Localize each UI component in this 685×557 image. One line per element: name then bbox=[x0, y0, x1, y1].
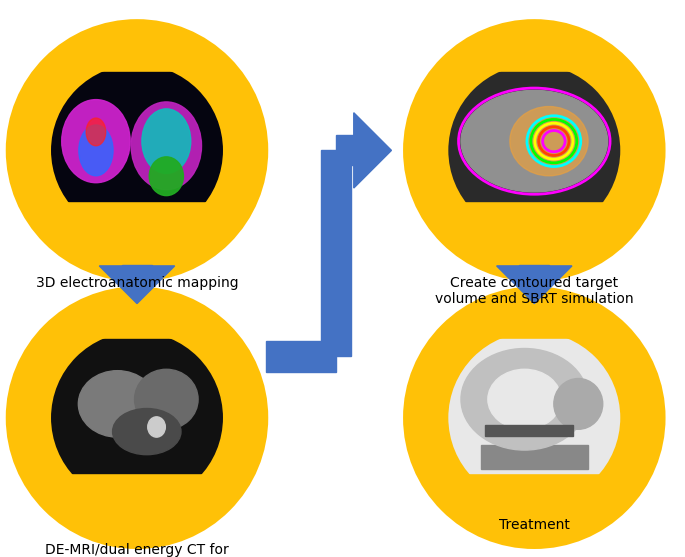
Polygon shape bbox=[497, 266, 572, 304]
Ellipse shape bbox=[79, 125, 113, 176]
Ellipse shape bbox=[148, 417, 165, 437]
Bar bbox=[486, 425, 573, 436]
Circle shape bbox=[28, 309, 246, 526]
Circle shape bbox=[425, 42, 643, 259]
Bar bbox=[39, 339, 235, 473]
Ellipse shape bbox=[78, 370, 157, 437]
Bar bbox=[519, 265, 549, 285]
Bar bbox=[39, 72, 235, 201]
Ellipse shape bbox=[488, 369, 561, 429]
Text: DE-MRI/dual energy CT for
identifying substrates: DE-MRI/dual energy CT for identifying su… bbox=[45, 543, 229, 557]
Text: Treatment: Treatment bbox=[499, 518, 570, 532]
Circle shape bbox=[28, 42, 246, 259]
Polygon shape bbox=[353, 113, 391, 188]
Text: Create contoured target
volume and SBRT simulation: Create contoured target volume and SBRT … bbox=[435, 276, 634, 306]
Ellipse shape bbox=[142, 109, 190, 173]
Ellipse shape bbox=[461, 349, 588, 450]
Polygon shape bbox=[99, 266, 175, 304]
Text: 3D electroanatomic mapping: 3D electroanatomic mapping bbox=[36, 276, 238, 290]
Ellipse shape bbox=[131, 102, 201, 189]
Bar bbox=[481, 446, 588, 468]
Circle shape bbox=[425, 309, 643, 526]
Bar bbox=[436, 72, 632, 201]
Bar bbox=[321, 150, 351, 356]
Ellipse shape bbox=[510, 106, 588, 176]
Ellipse shape bbox=[86, 118, 105, 146]
Ellipse shape bbox=[134, 369, 198, 429]
Ellipse shape bbox=[461, 90, 608, 192]
Ellipse shape bbox=[554, 379, 603, 429]
Bar bbox=[436, 339, 632, 473]
Ellipse shape bbox=[112, 408, 181, 455]
Ellipse shape bbox=[149, 157, 184, 196]
Ellipse shape bbox=[62, 100, 130, 183]
Bar bbox=[266, 341, 336, 372]
Bar bbox=[336, 135, 373, 165]
Bar bbox=[122, 265, 152, 285]
